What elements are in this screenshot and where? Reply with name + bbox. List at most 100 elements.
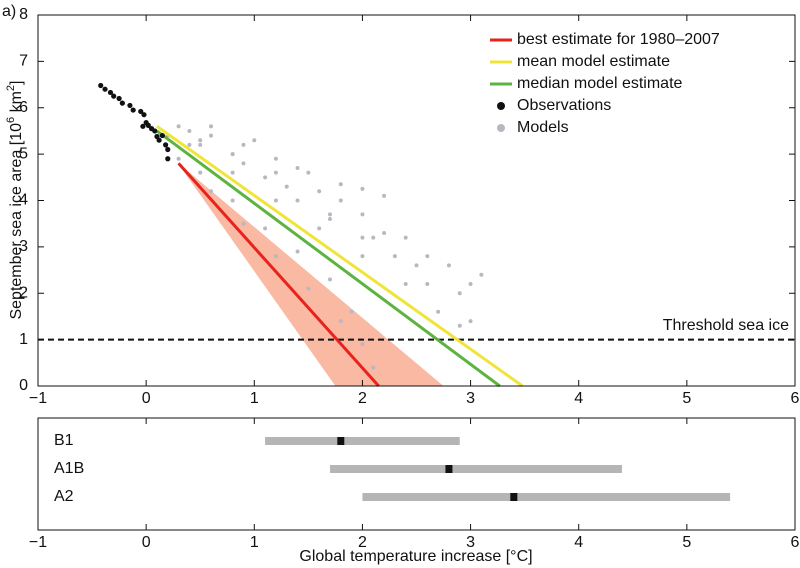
data-point (295, 249, 300, 254)
data-point (327, 212, 332, 217)
data-point (209, 189, 214, 194)
y-label-part: ] (8, 80, 25, 84)
x-tick-label: 4 (574, 534, 583, 551)
data-point (198, 170, 203, 175)
range-bar (362, 493, 731, 501)
data-point (198, 142, 203, 147)
data-point (468, 281, 473, 286)
y-tick-label: 1 (19, 331, 28, 348)
data-point (209, 133, 214, 138)
data-point (241, 221, 246, 226)
y-axis-label: September sea ice area [106 km2] (5, 80, 25, 319)
y-tick-label: 2 (19, 284, 28, 301)
data-point (102, 86, 108, 92)
data-point (414, 263, 419, 268)
legend-label: best estimate for 1980–2007 (517, 31, 720, 48)
data-point (263, 175, 268, 180)
x-tick-label: 3 (466, 534, 475, 551)
data-point (446, 263, 451, 268)
data-point (382, 230, 387, 235)
data-point (479, 272, 484, 277)
data-point (152, 128, 158, 134)
y-tick-label: 7 (19, 53, 28, 70)
data-point (241, 142, 246, 147)
y-tick-label: 3 (19, 238, 28, 255)
data-point (165, 156, 171, 162)
x-tick-label: 2 (358, 390, 367, 407)
data-point (360, 235, 365, 240)
legend-label: mean model estimate (517, 53, 670, 70)
data-point (295, 198, 300, 203)
data-point (209, 124, 214, 129)
data-point (252, 138, 257, 143)
data-point (468, 319, 473, 324)
x-tick-label: 2 (358, 534, 367, 551)
data-point (187, 142, 192, 147)
legend-swatch (497, 102, 505, 110)
x-tick-label: 5 (682, 534, 691, 551)
data-point (273, 170, 278, 175)
x-tick-label: 6 (791, 534, 800, 551)
y-label-part: km (8, 91, 25, 117)
data-point (317, 226, 322, 231)
data-point (349, 309, 354, 314)
data-point (230, 198, 235, 203)
data-point (360, 212, 365, 217)
trend-line (156, 125, 524, 388)
x-tick-label: 6 (791, 390, 800, 407)
data-point (176, 156, 181, 161)
data-point (436, 309, 441, 314)
data-point (360, 342, 365, 347)
x-tick-label: 0 (142, 390, 151, 407)
uncertainty-band (176, 161, 444, 386)
category-label: A2 (54, 488, 74, 505)
data-point (284, 184, 289, 189)
data-point (107, 89, 114, 96)
data-point (176, 124, 181, 129)
y-tick-label: 5 (19, 145, 28, 162)
data-point (159, 132, 165, 139)
y-label-sup: 2 (5, 85, 17, 91)
data-point (273, 254, 278, 259)
median-mark (510, 493, 518, 501)
data-point (295, 166, 300, 171)
panel-label: a) (2, 3, 16, 20)
data-point (371, 365, 376, 370)
data-point (165, 146, 171, 153)
plot-frame (37, 417, 796, 531)
y-tick-label: 6 (19, 99, 28, 116)
data-point (327, 277, 332, 282)
data-point (156, 137, 162, 143)
data-point (425, 281, 430, 286)
data-point (138, 108, 144, 115)
legend-swatch (497, 124, 505, 132)
x-tick-label: −1 (29, 390, 47, 407)
y-tick-label: 8 (19, 6, 28, 23)
x-tick-label: 0 (142, 534, 151, 551)
threshold-label: Threshold sea ice (663, 317, 789, 334)
legend-label: Models (517, 119, 569, 136)
data-point (392, 254, 397, 259)
x-tick-label: 3 (466, 390, 475, 407)
data-point (198, 138, 203, 143)
data-point (230, 152, 235, 157)
range-bar (265, 437, 460, 445)
x-tick-label: 4 (574, 390, 583, 407)
data-point (98, 82, 104, 89)
category-label: B1 (54, 432, 74, 449)
category-label: A1B (54, 460, 84, 477)
data-point (130, 107, 136, 113)
data-point (116, 95, 122, 102)
data-point (111, 93, 117, 99)
data-point (403, 281, 408, 286)
trend-line (177, 162, 380, 388)
data-point (306, 286, 311, 291)
data-point (338, 182, 343, 187)
data-point (187, 128, 192, 133)
data-point (230, 170, 235, 175)
data-point (141, 112, 147, 118)
x-tick-label: 5 (682, 390, 691, 407)
data-point (241, 161, 246, 166)
data-point (140, 123, 146, 129)
